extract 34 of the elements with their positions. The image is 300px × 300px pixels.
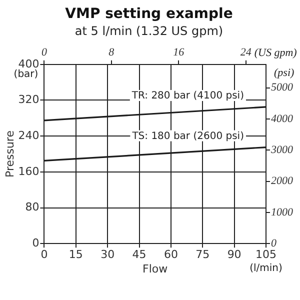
- text: (l/min): [250, 263, 282, 274]
- x-tick-label: 75: [196, 248, 210, 262]
- y2-tick-label: 4000: [271, 112, 294, 125]
- y-tick-label: 160: [18, 164, 40, 178]
- x2-tick-label: 8: [108, 46, 115, 59]
- x-tick-label: 30: [100, 248, 115, 262]
- y-tick-label: 80: [25, 200, 40, 214]
- x-tick-label: 15: [68, 248, 83, 262]
- series-label: TR: 280 bar (4100 psi): [130, 90, 244, 102]
- y2-tick-label: 2000: [271, 175, 294, 188]
- x2-tick-label: 0: [41, 46, 48, 59]
- y-tick-label: 320: [18, 93, 40, 106]
- chart-subtitle: at 5 l/min (1.32 US gpm): [74, 24, 224, 38]
- x-tick-label: 90: [227, 248, 242, 262]
- x2-axis-title: (US gpm): [254, 46, 298, 59]
- y2-tick-label: 3000: [270, 144, 294, 156]
- y-tick-label: 240: [18, 128, 40, 142]
- x-axis-title: Flow: [142, 262, 168, 276]
- x2-tick-label: 24: [240, 46, 252, 59]
- text: (bar): [14, 68, 38, 80]
- y-axis-title: Pressure: [3, 130, 16, 178]
- x-tick-label: 0: [40, 248, 48, 262]
- y2-tick-label: 1000: [271, 206, 294, 218]
- y2-tick-label: 0: [271, 237, 277, 250]
- y-tick-label: 400: [18, 57, 40, 70]
- y2-axis-title: (psi): [274, 66, 294, 79]
- series-label: TS: 180 bar (2600 psi): [131, 130, 244, 142]
- x-tick-label: 60: [164, 248, 178, 262]
- chart-title: VMP setting example: [65, 6, 233, 22]
- y2-tick-label: 5000: [271, 82, 294, 94]
- x-tick-label: 45: [132, 248, 146, 262]
- x-tick-label: 105: [256, 248, 276, 262]
- y-tick-label: 0: [32, 236, 40, 250]
- x2-tick-label: 16: [173, 46, 185, 59]
